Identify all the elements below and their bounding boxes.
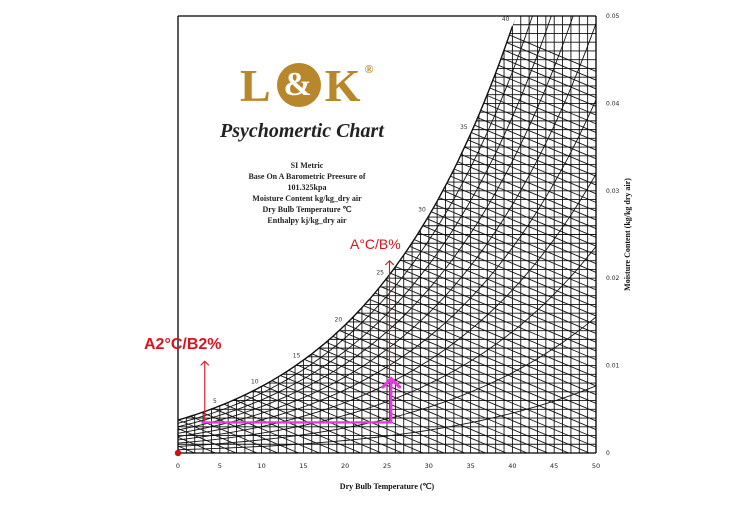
y-tick-label: 0.05 (606, 13, 620, 20)
annotation-end-point: A°C/B% (350, 236, 401, 252)
saturation-temperature-label: 25 (376, 269, 384, 276)
info-line: Base On A Barometric Preesure of (248, 172, 366, 181)
y-tick-label: 0.01 (606, 363, 620, 370)
brand-logo: L & K ® (240, 59, 410, 111)
saturation-temperature-label: 15 (293, 352, 301, 359)
info-line: 101.325kpa (287, 183, 327, 192)
logo-letter-l: L (240, 59, 273, 111)
relative-humidity-curve (178, 16, 596, 424)
chart-title: Psychomertic Chart (220, 120, 384, 142)
enthalpy-gridline (178, 297, 548, 453)
x-tick-label: 40 (508, 462, 516, 470)
saturation-temperature-label: 20 (335, 317, 343, 324)
y-tick-label: 0.04 (606, 100, 620, 107)
relative-humidity-curve (178, 316, 596, 447)
origin-point (174, 449, 182, 457)
saturation-temperature-label: 10 (251, 379, 259, 386)
x-tick-label: 30 (425, 462, 433, 470)
x-tick-label: 15 (299, 462, 307, 470)
y-tick-label: 0.02 (606, 275, 620, 282)
x-axis-label: Dry Bulb Temperature (℃) (340, 482, 435, 491)
saturation-temperature-label: 35 (460, 124, 468, 131)
process-path-line (201, 379, 391, 424)
y-tick-label: 0.03 (606, 188, 620, 195)
saturation-curve (177, 26, 514, 421)
logo-letter-k: K (324, 59, 363, 111)
relative-humidity-curve (178, 23, 596, 434)
enthalpy-gridline (178, 209, 596, 453)
registered-mark: ® (364, 61, 376, 76)
saturation-temperature-label: 40 (502, 16, 510, 23)
x-tick-label: 20 (341, 462, 349, 470)
annotation-start-point: A2°C/B2% (144, 336, 222, 353)
relative-humidity-curve (178, 16, 596, 431)
x-tick-label: 45 (550, 462, 558, 470)
enthalpy-gridline (178, 305, 528, 453)
relative-humidity-curve (178, 385, 596, 451)
chart-info-block: SI Metric Base On A Barometric Preesure … (236, 160, 378, 226)
x-tick-label: 10 (257, 462, 265, 470)
logo-ampersand: & (276, 63, 321, 107)
info-line: Moisture Content kg/kg_dry air (252, 194, 362, 203)
info-line: Dry Bulb Temperature ℃ (262, 205, 352, 214)
saturation-temperature-label: 5 (213, 398, 217, 405)
enthalpy-gridline (178, 314, 507, 453)
info-line: SI Metric (290, 161, 324, 170)
enthalpy-gridline (178, 235, 596, 453)
x-tick-label: 35 (466, 462, 474, 470)
y-axis-label: Moisture Content (kg/kg dry air) (623, 178, 632, 291)
info-line: Enthalpy kj/kg_dry air (267, 216, 347, 225)
x-tick-label: 50 (592, 462, 600, 470)
relative-humidity-curve (178, 246, 596, 444)
y-tick-label: 0 (606, 450, 610, 457)
saturation-temperature-label: 30 (418, 206, 426, 213)
relative-humidity-curve (178, 16, 596, 428)
x-tick-label: 0 (176, 462, 180, 470)
x-tick-label: 5 (218, 462, 222, 470)
x-tick-label: 25 (383, 462, 391, 470)
